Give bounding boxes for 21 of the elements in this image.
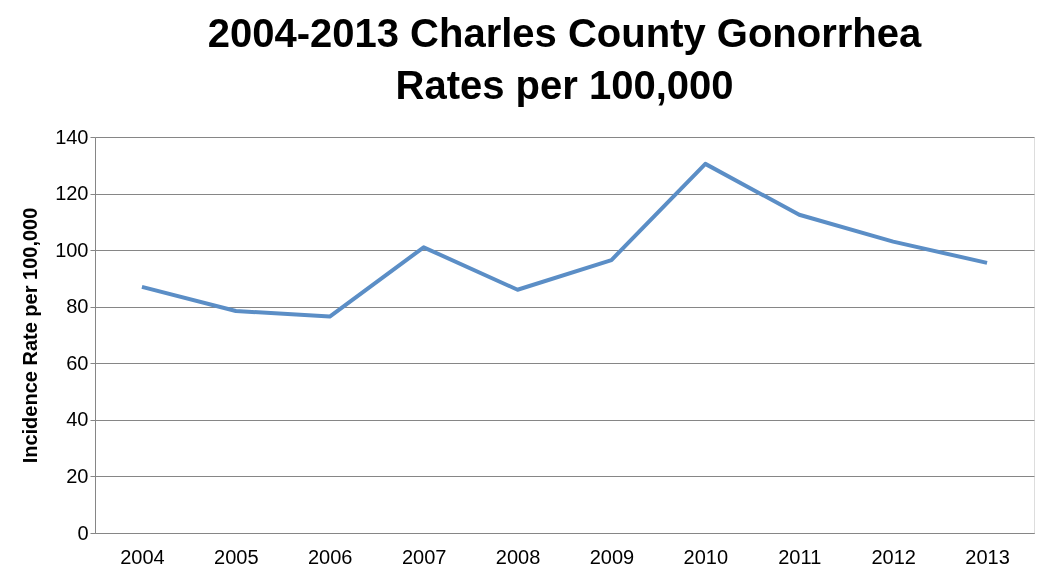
y-tick-label: 100 bbox=[55, 238, 89, 261]
line-series bbox=[139, 161, 990, 319]
x-tick-label: 2005 bbox=[214, 545, 259, 568]
x-tick-label: 2009 bbox=[589, 545, 635, 568]
y-tick-label: 140 bbox=[55, 125, 89, 148]
chart-title: 2004-2013 Charles County Gonorrhea Rates per 100,000 bbox=[207, 11, 923, 107]
y-tick-label: 20 bbox=[66, 464, 89, 487]
y-tick-label: 80 bbox=[66, 295, 89, 318]
y-tick-label: 0 bbox=[77, 521, 89, 544]
x-tick-label: 2006 bbox=[308, 545, 353, 568]
y-axis-title: Incidence Rate per 100,000 bbox=[19, 207, 42, 464]
y-tick-label: 40 bbox=[66, 408, 89, 431]
x-tick-label: 2010 bbox=[683, 545, 729, 568]
x-tick-label: 2004 bbox=[120, 545, 165, 568]
x-tick-label: 2007 bbox=[401, 545, 447, 568]
x-tick-label: 2012 bbox=[871, 545, 916, 568]
x-tick-label: 2013 bbox=[965, 545, 1010, 568]
x-tick-label: 2011 bbox=[778, 545, 822, 568]
y-tick-label: 120 bbox=[55, 182, 89, 205]
x-tick-label: 2008 bbox=[495, 545, 541, 568]
y-tick-label: 60 bbox=[66, 351, 89, 374]
